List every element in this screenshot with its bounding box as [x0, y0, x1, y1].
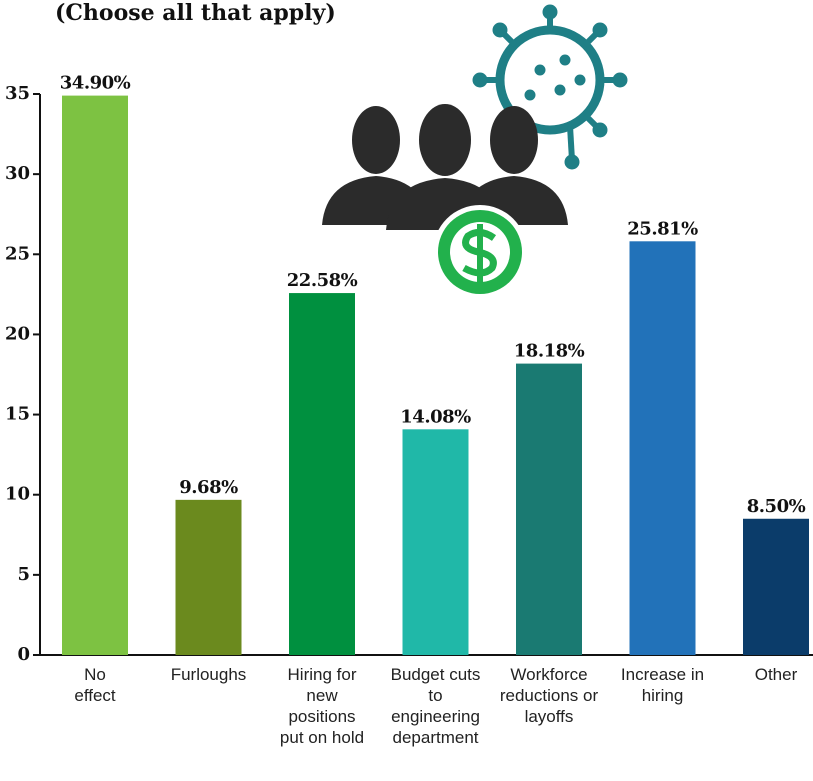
illustration: [322, 4, 628, 299]
y-tick-label: 0: [17, 644, 30, 665]
x-tick-label: Hiring for new positions put on hold: [279, 665, 365, 747]
bar: [629, 241, 696, 656]
y-tick-label: 35: [5, 83, 30, 104]
value-label: 22.58%: [287, 270, 358, 291]
value-label: 8.50%: [747, 496, 806, 517]
value-label: 34.90%: [60, 73, 131, 94]
bar: [402, 429, 469, 655]
bar: [516, 363, 582, 655]
value-label: 9.68%: [179, 477, 238, 498]
virus-icon: [472, 4, 628, 170]
value-label: 14.08%: [400, 406, 471, 427]
value-label: 18.18%: [514, 341, 585, 362]
y-tick-label: 10: [5, 484, 30, 505]
x-tick-label: No effect: [74, 665, 116, 705]
y-tick-label: 30: [5, 163, 30, 184]
bar: [289, 293, 355, 655]
bar: [175, 499, 242, 655]
y-tick-label: 25: [5, 243, 30, 264]
y-tick-label: 20: [5, 323, 30, 344]
y-tick-label: 5: [17, 564, 30, 585]
bar: [62, 95, 128, 656]
people-icon: [322, 104, 568, 230]
bar: [743, 518, 809, 655]
x-tick-label: Workforce reductions or layoffs: [499, 665, 599, 726]
x-tick-label: Increase in hiring: [620, 665, 705, 705]
dollar-icon: [433, 205, 527, 299]
x-tick-label: Other: [754, 665, 798, 684]
y-tick-label: 15: [5, 404, 30, 425]
x-tick-label: Furloughs: [170, 665, 247, 684]
x-tick-label: Budget cuts to engineering department: [390, 665, 481, 747]
chart-title: (Choose all that apply): [55, 0, 336, 26]
value-label: 25.81%: [627, 218, 698, 239]
